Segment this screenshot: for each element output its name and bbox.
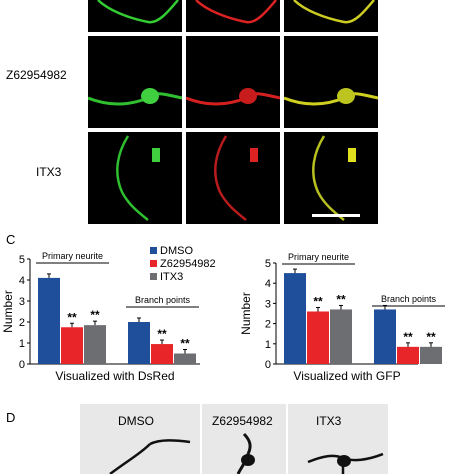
row-label-itx3: ITX3 <box>36 165 62 179</box>
micro-row1-red <box>186 0 280 32</box>
x-axis-label: Visualized with GFP <box>293 369 400 383</box>
panel-d-label-dmso: DMSO <box>118 414 154 428</box>
legend: DMSO Z62954982 ITX3 <box>150 244 216 283</box>
bar-z62954982-primary-neurite <box>61 327 83 364</box>
micro-row1-merge <box>284 0 378 32</box>
legend-label-dmso: DMSO <box>160 244 193 257</box>
x-axis-label: Visualized with DsRed <box>55 369 174 383</box>
bar-dmso-branch-points <box>128 322 150 364</box>
micro-row3-merge <box>284 132 378 224</box>
bar-dmso-primary-neurite <box>38 277 60 364</box>
significance-marker: ** <box>336 292 346 306</box>
panel-label-c: C <box>6 232 16 247</box>
y-tick-label: 0 <box>19 359 25 371</box>
bar-dmso-branch-points <box>374 309 396 364</box>
micro-row2-merge <box>284 36 378 128</box>
y-tick-label: 5 <box>265 258 271 270</box>
legend-item-dmso: DMSO <box>150 244 216 257</box>
brightfield-itx3 <box>288 404 388 474</box>
micro-row3-red <box>186 132 280 224</box>
chart-dsred: 0 1 2 3 4 5 Number Visualized with DsRed ** ** Pri… <box>1 251 200 383</box>
panel-label-d: D <box>6 410 16 425</box>
bar-z62954982-primary-neurite <box>307 311 329 364</box>
micro-row2-red <box>186 36 280 128</box>
bar-itx3-branch-points <box>174 353 196 364</box>
micro-row1-green <box>88 0 182 32</box>
bar-itx3-primary-neurite <box>84 325 106 364</box>
y-tick-label: 0 <box>265 359 271 371</box>
bar-z62954982-branch-points <box>151 344 173 364</box>
y-tick-label: 1 <box>19 338 25 350</box>
legend-item-itx3: ITX3 <box>150 270 216 283</box>
group-label: Primary neurite <box>42 251 103 261</box>
brightfield-z62954982 <box>202 404 286 474</box>
legend-label-itx3: ITX3 <box>160 270 184 283</box>
micro-row2-green <box>88 36 182 128</box>
significance-marker: ** <box>67 310 77 324</box>
legend-swatch-itx3 <box>150 273 157 280</box>
significance-marker: ** <box>157 327 167 341</box>
y-axis-label: Number <box>1 290 15 333</box>
panel-d-label-itx3: ITX3 <box>316 414 342 428</box>
panel-d-label-z62954982: Z62954982 <box>212 414 273 428</box>
brightfield-dmso <box>80 404 200 474</box>
chart-gfp: 0 1 2 3 4 5 Number Visualized with GFP ** ** Prima… <box>240 252 445 383</box>
legend-swatch-z62954982 <box>150 260 157 267</box>
legend-label-z62954982: Z62954982 <box>160 257 216 270</box>
y-tick-label: 4 <box>265 278 271 290</box>
y-tick-label: 1 <box>265 339 271 351</box>
y-tick-label: 2 <box>19 317 25 329</box>
y-tick-label: 4 <box>19 275 25 287</box>
y-tick-label: 5 <box>19 254 25 266</box>
group-label: Branch points <box>381 294 437 304</box>
micro-row3-green <box>88 132 182 224</box>
legend-swatch-dmso <box>150 247 157 254</box>
significance-marker: ** <box>426 330 436 344</box>
scale-bar <box>312 214 360 217</box>
row-label-z62954982: Z62954982 <box>6 68 67 82</box>
significance-marker: ** <box>90 308 100 322</box>
bar-itx3-primary-neurite <box>330 309 352 364</box>
significance-marker: ** <box>403 330 413 344</box>
group-label: Primary neurite <box>288 252 349 262</box>
y-tick-label: 2 <box>265 319 271 331</box>
y-tick-label: 3 <box>265 298 271 310</box>
legend-item-z62954982: Z62954982 <box>150 257 216 270</box>
significance-marker: ** <box>313 294 323 308</box>
bar-z62954982-branch-points <box>397 346 419 364</box>
significance-marker: ** <box>180 337 190 351</box>
y-tick-label: 3 <box>19 296 25 308</box>
y-axis-label: Number <box>240 292 253 335</box>
bar-itx3-branch-points <box>420 346 442 364</box>
group-label: Branch points <box>135 295 191 305</box>
bar-dmso-primary-neurite <box>284 273 306 364</box>
